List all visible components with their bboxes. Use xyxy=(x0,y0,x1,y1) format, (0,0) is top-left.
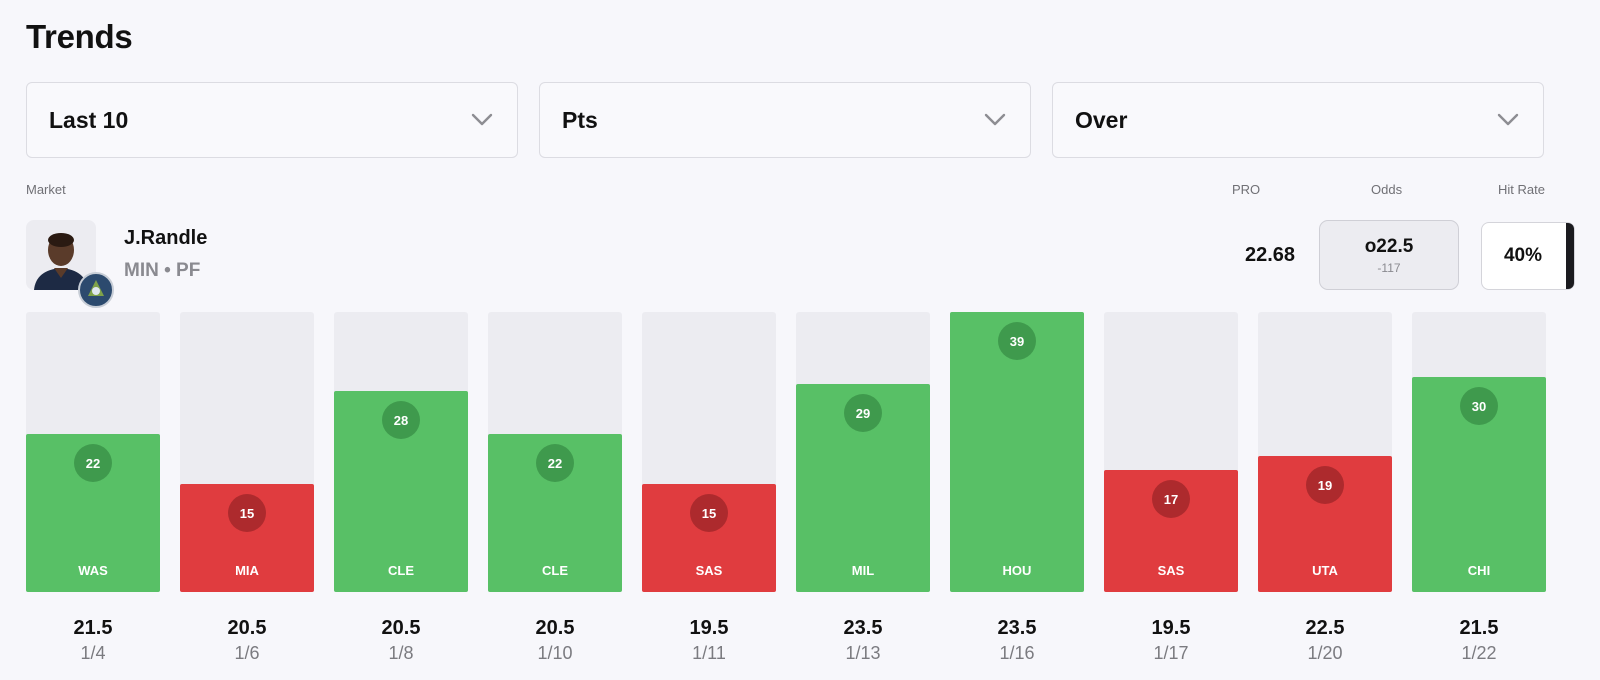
chevron-down-icon xyxy=(469,107,495,133)
prop-line-value: 23.5 xyxy=(843,617,883,639)
team-logo-icon xyxy=(78,272,114,308)
hit-rate-value: 40% xyxy=(1503,245,1543,266)
opponent-label: WAS xyxy=(78,563,108,578)
game-date: 1/10 xyxy=(537,643,573,663)
prop-line-value: 23.5 xyxy=(997,617,1037,639)
game-bar[interactable]: 28 CLE xyxy=(334,312,468,592)
chevron-down-icon xyxy=(982,107,1008,133)
prop-line-value: 22.5 xyxy=(1305,617,1345,639)
stat-dropdown[interactable]: Pts xyxy=(539,82,1031,158)
game-bar[interactable]: 29 MIL xyxy=(796,312,930,592)
bar-fill: 39 HOU xyxy=(950,312,1084,592)
odds-price: -117 xyxy=(1377,260,1401,275)
points-badge: 30 xyxy=(1460,387,1498,425)
points-badge: 17 xyxy=(1152,480,1190,518)
points-badge: 39 xyxy=(998,322,1036,360)
prop-line-value: 21.5 xyxy=(73,617,113,639)
game-date: 1/6 xyxy=(234,643,260,663)
page-title: Trends xyxy=(26,18,133,55)
game-date: 1/8 xyxy=(388,643,414,663)
over-under-dropdown[interactable]: Over xyxy=(1052,82,1544,158)
odds-header: Odds xyxy=(1371,182,1403,197)
prop-line-value: 19.5 xyxy=(1151,617,1191,639)
dropdown-label: Last 10 xyxy=(49,106,129,133)
bar-fill: 22 WAS xyxy=(26,434,160,592)
bar-fill: 19 UTA xyxy=(1258,456,1392,592)
hit-rate-indicator xyxy=(1566,223,1574,289)
player-avatar xyxy=(26,220,96,290)
points-badge: 22 xyxy=(74,444,112,482)
game-bar[interactable]: 30 CHI xyxy=(1412,312,1546,592)
opponent-label: CHI xyxy=(1467,563,1491,578)
game-date: 1/17 xyxy=(1153,643,1189,663)
prop-line-value: 20.5 xyxy=(381,617,421,639)
prop-line-value: 20.5 xyxy=(227,617,267,639)
game-bar[interactable]: 19 UTA xyxy=(1258,312,1392,592)
pro-header: PRO xyxy=(1232,182,1261,197)
points-badge: 15 xyxy=(228,494,266,532)
game-bar[interactable]: 17 SAS xyxy=(1104,312,1238,592)
bar-fill: 22 CLE xyxy=(488,434,622,592)
game-date: 1/11 xyxy=(692,643,726,663)
points-badge: 28 xyxy=(382,401,420,439)
odds-button[interactable]: o22.5 -117 xyxy=(1319,220,1459,290)
bar-fill: 17 SAS xyxy=(1104,470,1238,592)
prop-line-value: 20.5 xyxy=(535,617,575,639)
opponent-label: HOU xyxy=(1002,563,1032,578)
dropdown-label: Over xyxy=(1075,106,1128,133)
opponent-label: UTA xyxy=(1312,563,1338,578)
opponent-label: CLE xyxy=(388,563,414,578)
player-name[interactable]: J.Randle xyxy=(124,227,208,249)
game-bar[interactable]: 15 MIA xyxy=(180,312,314,592)
hit-rate-header: Hit Rate xyxy=(1498,182,1545,197)
games-range-dropdown[interactable]: Last 10 xyxy=(26,82,518,158)
odds-line: o22.5 xyxy=(1364,235,1414,257)
game-bar[interactable]: 39 HOU xyxy=(950,312,1084,592)
bar-fill: 29 MIL xyxy=(796,384,930,592)
game-date: 1/13 xyxy=(845,643,881,663)
pro-projection: 22.68 xyxy=(1244,244,1296,266)
bar-fill: 30 CHI xyxy=(1412,377,1546,592)
bar-fill: 28 CLE xyxy=(334,391,468,592)
prop-line-value: 19.5 xyxy=(689,617,729,639)
game-date: 1/22 xyxy=(1461,643,1497,663)
opponent-label: SAS xyxy=(1157,563,1185,578)
player-team-position: MIN • PF xyxy=(124,260,201,281)
game-date: 1/16 xyxy=(999,643,1035,663)
points-badge: 22 xyxy=(536,444,574,482)
opponent-label: SAS xyxy=(695,563,723,578)
bar-fill: 15 SAS xyxy=(642,484,776,592)
prop-line-value: 21.5 xyxy=(1459,617,1499,639)
points-badge: 29 xyxy=(844,394,882,432)
opponent-label: CLE xyxy=(542,563,568,578)
points-badge: 19 xyxy=(1306,466,1344,504)
bar-fill: 15 MIA xyxy=(180,484,314,592)
game-bar[interactable]: 22 WAS xyxy=(26,312,160,592)
game-bar[interactable]: 15 SAS xyxy=(642,312,776,592)
chevron-down-icon xyxy=(1495,107,1521,133)
hit-rate-box: 40% xyxy=(1481,222,1575,290)
market-header: Market xyxy=(26,182,66,197)
game-bar[interactable]: 22 CLE xyxy=(488,312,622,592)
game-date: 1/4 xyxy=(80,643,106,663)
dropdown-label: Pts xyxy=(562,106,598,133)
points-badge: 15 xyxy=(690,494,728,532)
opponent-label: MIL xyxy=(851,563,875,578)
game-date: 1/20 xyxy=(1307,643,1343,663)
opponent-label: MIA xyxy=(235,563,259,578)
